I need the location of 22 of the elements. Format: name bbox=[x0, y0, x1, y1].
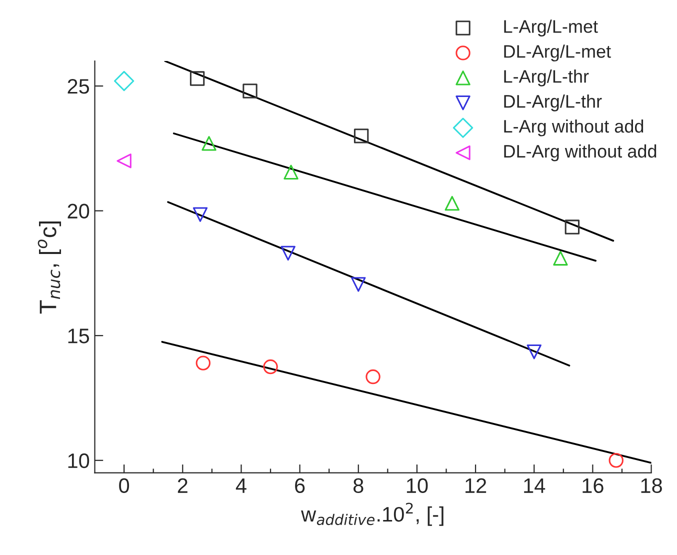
x-tick-label: 4 bbox=[236, 478, 246, 493]
y-tick-label: 15 bbox=[68, 328, 90, 344]
x-tick-label: 0 bbox=[119, 478, 130, 494]
x-tick-label: 8 bbox=[353, 478, 364, 494]
x-tick-label: 10 bbox=[406, 478, 428, 494]
legend-label: L-Arg/L-met bbox=[504, 20, 598, 36]
x-tick-label: 12 bbox=[466, 478, 486, 493]
x-tick-label: 16 bbox=[582, 478, 604, 494]
legend-label: DL-Arg without add bbox=[504, 144, 656, 162]
x-tick-label: 14 bbox=[524, 478, 546, 493]
x-tick-label: 18 bbox=[641, 478, 662, 494]
y-tick-label: 20 bbox=[68, 204, 90, 219]
legend-label: DL-Arg/L-thr bbox=[504, 94, 602, 112]
y-axis-title: T$_{nuc}$, [$^{o}$c] bbox=[38, 222, 62, 314]
y-tick-label: 10 bbox=[68, 453, 90, 468]
y-tick-label: 25 bbox=[68, 79, 90, 94]
legend-label: DL-Arg/L-met bbox=[504, 44, 611, 62]
legend-label: L-Arg without add bbox=[504, 119, 644, 136]
legend-label: L-Arg/L-thr bbox=[504, 70, 589, 86]
x-axis-title: w$_{additive}$.10$^{2}$, [-] bbox=[301, 502, 444, 526]
x-tick-label: 6 bbox=[295, 478, 305, 494]
x-tick-label: 2 bbox=[178, 478, 188, 493]
